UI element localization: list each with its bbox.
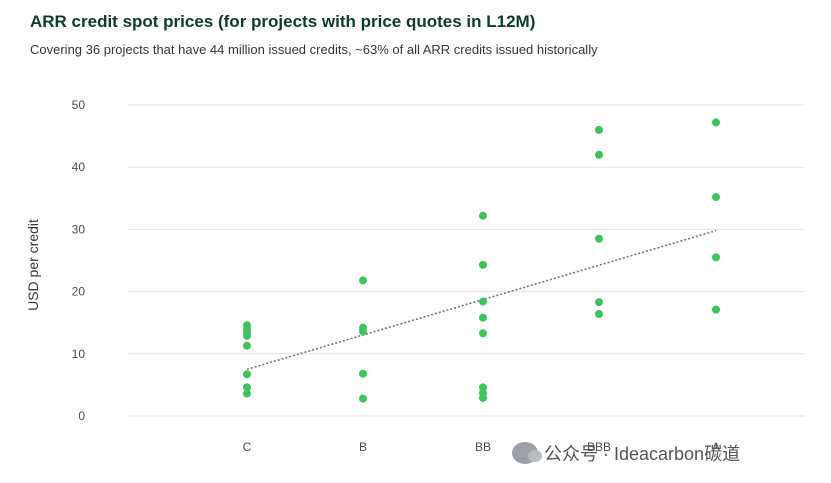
data-point xyxy=(595,234,603,243)
y-axis-label: USD per credit xyxy=(25,219,41,311)
x-axis-ticks: C B BB BBB A xyxy=(243,440,720,454)
y-tick-label: 0 xyxy=(78,409,85,423)
data-point xyxy=(479,383,487,392)
data-point xyxy=(712,118,720,127)
y-tick-label: 40 xyxy=(72,160,86,174)
data-point xyxy=(595,309,603,318)
y-tick-label: 10 xyxy=(72,347,86,361)
data-point xyxy=(243,331,251,340)
data-point xyxy=(359,276,367,285)
data-point xyxy=(359,394,367,403)
data-point xyxy=(712,193,720,202)
y-tick-label: 30 xyxy=(72,222,86,236)
data-point xyxy=(595,150,603,159)
x-tick-label: B xyxy=(359,440,367,454)
data-point xyxy=(243,370,251,379)
data-points xyxy=(243,118,720,403)
data-point xyxy=(479,211,487,220)
watermark-text: 公众号 · Ideacarbon碳道 xyxy=(544,444,741,464)
data-point xyxy=(243,341,251,350)
x-tick-label: BBB xyxy=(587,440,611,454)
data-point xyxy=(479,393,487,402)
chart-subtitle: Covering 36 projects that have 44 millio… xyxy=(30,42,598,57)
x-tick-label: C xyxy=(243,440,252,454)
x-tick-label: BB xyxy=(475,440,491,454)
y-tick-label: 50 xyxy=(72,98,86,112)
y-axis-ticks: 0 10 20 30 40 50 xyxy=(72,98,86,423)
data-point xyxy=(479,297,487,306)
watermark: 公众号 · Ideacarbon碳道 xyxy=(512,440,740,466)
data-point xyxy=(243,383,251,392)
data-point xyxy=(359,369,367,378)
x-tick-label: A xyxy=(712,440,720,454)
data-point xyxy=(479,260,487,269)
data-point xyxy=(479,329,487,338)
data-point xyxy=(359,327,367,336)
data-point xyxy=(595,125,603,134)
data-point xyxy=(479,313,487,322)
data-point xyxy=(243,389,251,398)
chart-title: ARR credit spot prices (for projects wit… xyxy=(30,12,536,31)
data-point xyxy=(595,298,603,307)
data-point xyxy=(712,305,720,314)
grid-lines xyxy=(128,104,805,417)
wechat-icon xyxy=(512,442,542,464)
data-point xyxy=(712,253,720,262)
y-tick-label: 20 xyxy=(72,285,86,299)
